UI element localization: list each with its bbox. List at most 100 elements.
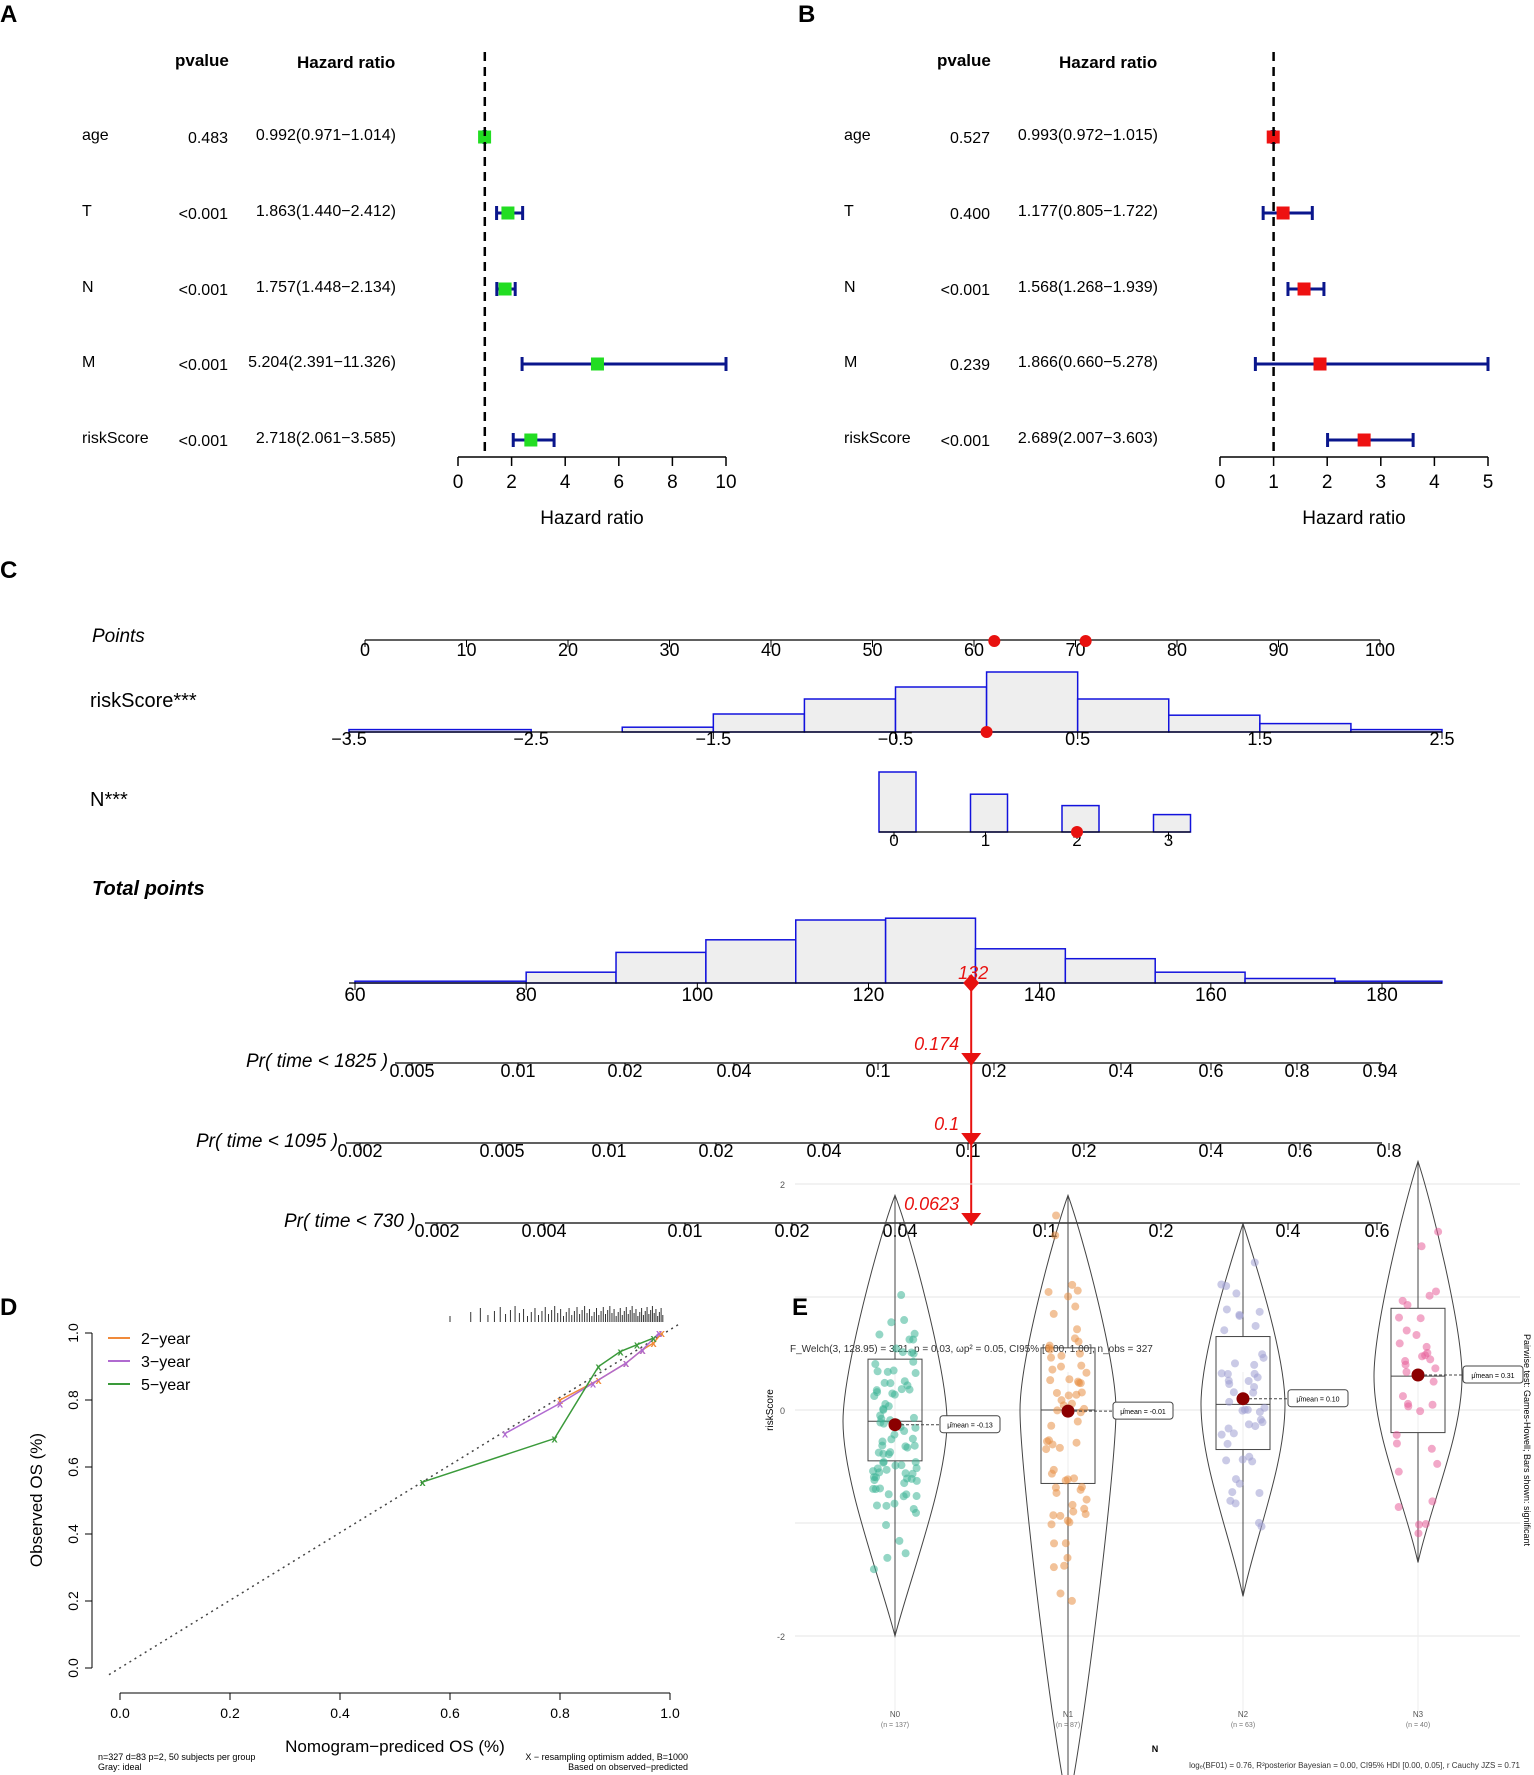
group-label: N2 xyxy=(1238,1710,1249,1719)
pvalue-header: pvalue xyxy=(937,51,991,70)
data-point xyxy=(1042,1445,1051,1454)
y-tick-label: -2 xyxy=(777,1632,785,1642)
data-point xyxy=(869,1565,878,1574)
prob-tick-label: 0.4 xyxy=(1198,1141,1223,1161)
data-point xyxy=(874,1448,883,1457)
row-hr-text: 1.757(1.448−2.134) xyxy=(256,279,396,296)
row-hr-text: 2.718(2.061−3.585) xyxy=(256,430,396,447)
row-label: M xyxy=(82,354,95,371)
data-point xyxy=(908,1469,917,1478)
x-tick-label: 1 xyxy=(1268,472,1279,493)
data-point xyxy=(1063,1516,1072,1525)
data-point xyxy=(1222,1305,1231,1314)
data-point xyxy=(1225,1379,1234,1388)
data-point xyxy=(1075,1349,1084,1358)
points-tick-label: 100 xyxy=(1365,640,1395,660)
footer-left-2: Gray: ideal xyxy=(98,1762,142,1772)
hr-point xyxy=(498,282,512,296)
data-point xyxy=(892,1344,901,1353)
data-point xyxy=(1244,1420,1253,1429)
data-point xyxy=(1077,1361,1086,1370)
data-point xyxy=(1077,1483,1086,1492)
data-point xyxy=(1047,1520,1056,1529)
prob-tick-label: 0.01 xyxy=(500,1061,535,1081)
data-point xyxy=(1056,1511,1065,1520)
prob-tick-label: 0.002 xyxy=(414,1221,459,1241)
panel-letter-a: A xyxy=(0,1,17,28)
data-point xyxy=(1394,1503,1403,1512)
group-label: N3 xyxy=(1413,1710,1424,1719)
data-point xyxy=(1048,1365,1057,1374)
points-label: Points xyxy=(92,626,145,647)
side-note: Pairwise test: Games-Howell; Bars shown:… xyxy=(1522,1334,1532,1547)
prob-tick-label: 0.004 xyxy=(521,1221,566,1241)
row-label: age xyxy=(844,127,871,144)
data-point xyxy=(900,1316,909,1325)
data-point xyxy=(883,1367,892,1376)
hr-point xyxy=(524,433,538,447)
data-point xyxy=(1073,1325,1082,1334)
ideal-line xyxy=(108,1322,682,1676)
data-point xyxy=(1052,1211,1061,1220)
prob-tick-label: 0.6 xyxy=(1287,1141,1312,1161)
x-tick-label: 0.0 xyxy=(110,1705,130,1721)
data-point xyxy=(895,1536,904,1545)
hr-point xyxy=(1266,130,1280,144)
data-point xyxy=(1070,1474,1079,1483)
riskscore-label: riskScore*** xyxy=(90,690,197,712)
data-point xyxy=(872,1501,881,1510)
data-point xyxy=(909,1413,918,1422)
row-hr-text: 1.866(0.660−5.278) xyxy=(1018,354,1158,371)
data-point xyxy=(871,1485,880,1494)
data-point xyxy=(1253,1373,1262,1382)
x-axis-title: Nomogram−prediced OS (%) xyxy=(285,1737,505,1756)
data-point xyxy=(911,1369,920,1378)
total-tick-label: 140 xyxy=(1024,985,1056,1006)
data-point xyxy=(1392,1430,1401,1439)
mean-label-box xyxy=(939,1415,1001,1434)
calibration-point: x xyxy=(551,1434,558,1446)
pvalue-header: pvalue xyxy=(175,51,229,70)
hr-point xyxy=(478,130,492,144)
row-label: age xyxy=(82,127,109,144)
total-tick-label: 120 xyxy=(853,985,885,1006)
data-point xyxy=(884,1402,893,1411)
data-point xyxy=(1067,1596,1076,1605)
total-points-label: Total points xyxy=(92,878,205,900)
data-point xyxy=(1069,1507,1078,1516)
x-tick-label: 0.6 xyxy=(440,1705,460,1721)
data-point xyxy=(1251,1422,1260,1431)
row-pvalue: <0.001 xyxy=(179,206,228,223)
data-point xyxy=(1428,1497,1437,1506)
data-point xyxy=(1220,1326,1229,1335)
y-tick-label: 0.2 xyxy=(65,1591,81,1611)
x-tick-label: 4 xyxy=(1429,472,1440,493)
data-point xyxy=(875,1330,884,1339)
row-hr-text: 1.863(1.440−2.412) xyxy=(256,203,396,220)
riskscore-tick-label: 2.5 xyxy=(1429,729,1454,749)
points-tick-label: 30 xyxy=(659,640,679,660)
data-point xyxy=(901,1469,910,1478)
prob-tick-label: 0.01 xyxy=(591,1141,626,1161)
data-point xyxy=(897,1291,906,1300)
x-tick-label: 10 xyxy=(715,472,736,493)
prob-tick-label: 0.2 xyxy=(1148,1221,1173,1241)
panel-letter-d: D xyxy=(0,1294,17,1321)
footer-right-2: Based on observed−predicted xyxy=(568,1762,688,1772)
data-point xyxy=(898,1348,907,1357)
n-marker xyxy=(1071,826,1083,838)
data-point xyxy=(1082,1495,1091,1504)
riskscore-tick-label: −3.5 xyxy=(331,729,367,749)
data-point xyxy=(1223,1439,1232,1448)
data-point xyxy=(1238,1455,1247,1464)
row-pvalue: 0.400 xyxy=(950,206,990,223)
x-axis-title: N xyxy=(1152,1744,1159,1754)
data-point xyxy=(1250,1382,1259,1391)
group-n-label: (n = 63) xyxy=(1231,1722,1255,1729)
data-point xyxy=(1428,1400,1437,1409)
data-point xyxy=(875,1468,884,1477)
data-point xyxy=(1061,1539,1070,1548)
data-point xyxy=(1230,1359,1239,1368)
prob-tick-label: 0.6 xyxy=(1198,1061,1223,1081)
data-point xyxy=(884,1490,893,1499)
